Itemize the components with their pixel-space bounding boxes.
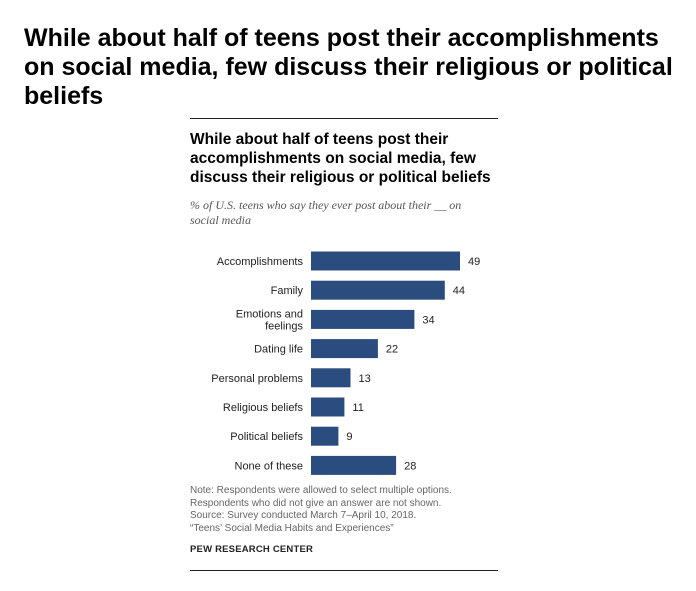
category-label: Family [271,285,304,297]
source-text: Source: Survey conducted March 7–April 1… [190,510,417,521]
category-label: Political beliefs [230,431,303,443]
bar-value-label: 28 [404,460,416,472]
bar [311,426,339,446]
bar-value-label: 11 [352,402,363,414]
report-text: “Teens’ Social Media Habits and Experien… [190,522,394,534]
category-label-line: None of these [235,460,304,472]
brand-label: PEW RESEARCH CENTER [190,544,314,555]
bar [311,455,397,475]
category-label-line: Personal problems [211,373,303,385]
category-label: Dating life [254,344,303,356]
bar-value-label: 34 [422,314,434,326]
bottom-divider [190,570,498,571]
bar-value-label: 49 [468,256,480,268]
top-divider [190,118,498,119]
category-label: Accomplishments [217,256,304,268]
category-label-line: Family [271,285,304,297]
category-label-line: Religious beliefs [223,402,304,414]
category-label: Personal problems [211,373,303,385]
chart-notes: Note: Respondents were allowed to select… [190,485,498,535]
category-label-line: Dating life [254,344,303,356]
bar [311,309,415,329]
category-label-line: Emotions and [236,308,303,320]
category-label: Religious beliefs [223,402,304,414]
chart-subtitle: % of U.S. teens who say they ever post a… [190,198,462,227]
chart-title: While about half of teens post their acc… [190,131,491,186]
note-text: Note: Respondents were allowed to select… [190,485,452,509]
category-label-line: feelings [265,320,303,332]
bar-chart: 49 Accomplishments 44 Family 34 Emotions and f… [211,251,480,475]
page-headline: While about half of teens post their acc… [24,24,673,110]
bar-value-label: 9 [346,431,352,443]
bar-value-label: 44 [453,285,465,297]
bar-value-label: 13 [359,373,371,385]
category-label-line: Accomplishments [217,256,304,268]
bar-value-label: 22 [386,344,398,356]
bar [311,280,445,300]
category-label: Emotions and feelings [236,308,304,332]
bar [311,251,460,271]
bar [311,397,345,417]
category-label-line: Political beliefs [230,431,303,443]
bar [311,339,378,359]
category-label: None of these [235,460,304,472]
bar [311,368,351,388]
chart-card: While about half of teens post their acc… [190,118,498,572]
